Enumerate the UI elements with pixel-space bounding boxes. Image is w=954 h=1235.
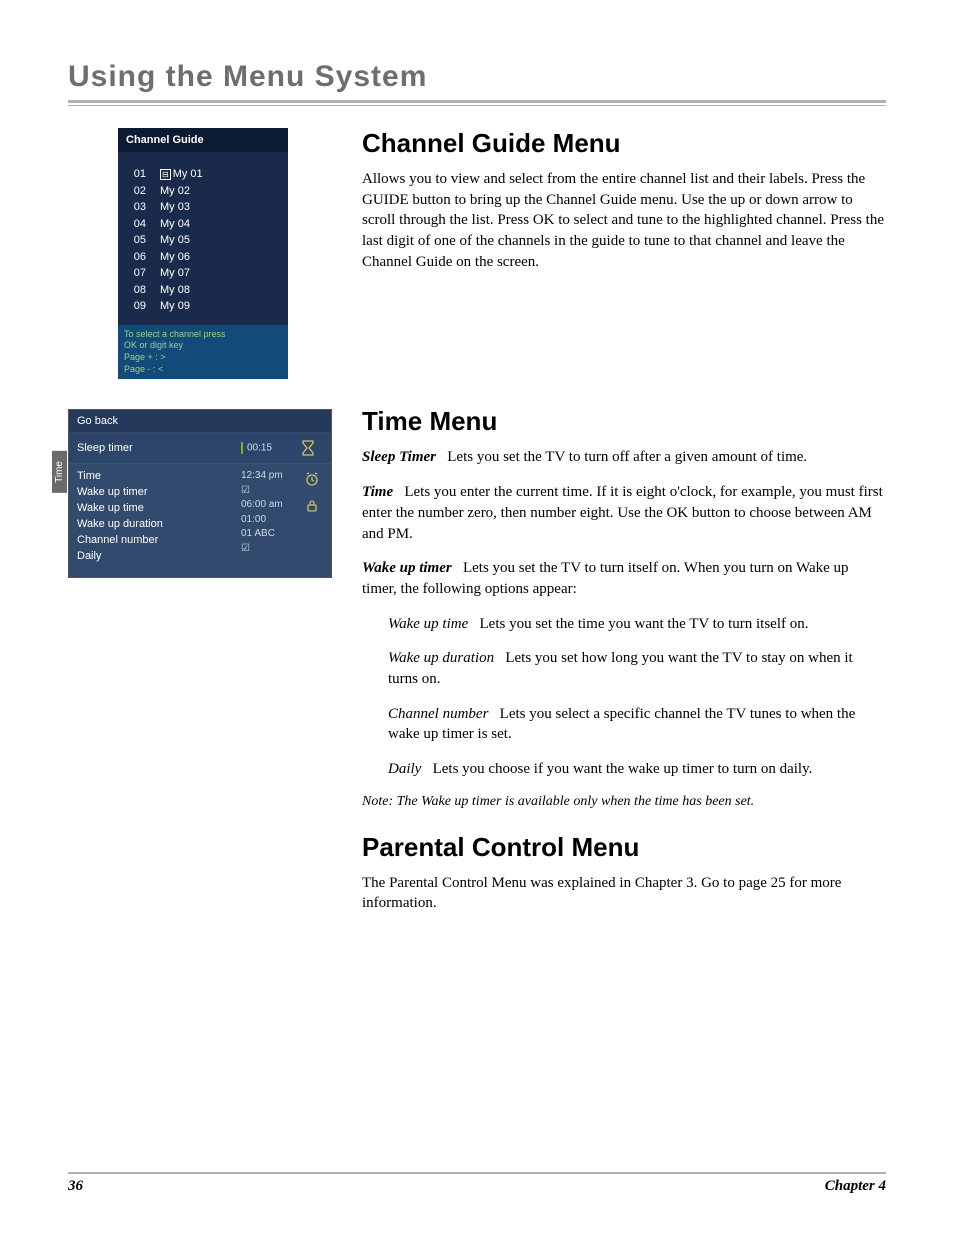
channel-row: 08 My 08 <box>128 282 278 299</box>
wake-up-timer-para: Wake up timer Lets you set the TV to tur… <box>362 558 886 599</box>
cg-footer-line: Page + : > <box>124 352 282 364</box>
time-menu-heading: Time Menu <box>362 406 886 437</box>
time-item-value: 01 ABC <box>241 527 301 542</box>
channel-number-para: Channel number Lets you select a specifi… <box>388 704 886 745</box>
time-term: Time <box>362 484 393 500</box>
channel-guide-title: Channel Guide <box>118 128 288 152</box>
time-note: Note: The Wake up timer is available onl… <box>362 794 886 810</box>
channel-label-text: My 01 <box>173 168 203 180</box>
sleep-timer-row: Sleep timer 00:15 <box>69 433 331 464</box>
time-item-value: 12:34 pm <box>241 469 301 484</box>
channel-num: 05 <box>128 232 146 249</box>
channel-label: My 08 <box>160 282 190 299</box>
parental-control-heading: Parental Control Menu <box>362 832 886 863</box>
time-para: Time Lets you enter the current time. If… <box>362 482 886 544</box>
daily-desc: Lets you choose if you want the wake up … <box>433 761 813 777</box>
time-desc: Lets you enter the current time. If it i… <box>362 484 883 541</box>
wake-up-time-term: Wake up time <box>388 616 468 632</box>
lock-icon <box>305 499 319 513</box>
channel-num: 03 <box>128 199 146 216</box>
channel-row: 02 My 02 <box>128 183 278 200</box>
time-item-label: Daily <box>77 549 241 565</box>
footer-divider <box>68 1172 886 1174</box>
channel-label: My 05 <box>160 232 190 249</box>
channel-num: 01 <box>128 166 146 183</box>
time-item-value: 06:00 am <box>241 498 301 513</box>
chapter-label: Chapter 4 <box>825 1178 886 1195</box>
channel-label: My 02 <box>160 183 190 200</box>
sleep-timer-para: Sleep Timer Lets you set the TV to turn … <box>362 447 886 468</box>
channel-guide-heading: Channel Guide Menu <box>362 128 886 159</box>
channel-number-term: Channel number <box>388 706 488 722</box>
time-menu-screenshot: Time Go back Sleep timer 00:15 Time Wake… <box>68 409 326 578</box>
time-item-value: ☑ <box>241 542 301 557</box>
channel-row: 01 ⊟My 01 <box>128 166 278 183</box>
cg-footer-line: OK or digit key <box>124 340 282 352</box>
sleep-timer-desc: Lets you set the TV to turn off after a … <box>447 449 807 465</box>
channel-num: 06 <box>128 249 146 266</box>
channel-row: 07 My 07 <box>128 265 278 282</box>
wake-up-time-desc: Lets you set the time you want the TV to… <box>480 616 809 632</box>
channel-guide-footer: To select a channel press OK or digit ke… <box>118 325 288 380</box>
sleep-timer-value-text: 00:15 <box>247 443 272 454</box>
daily-para: Daily Lets you choose if you want the wa… <box>388 759 886 780</box>
wake-up-duration-para: Wake up duration Lets you set how long y… <box>388 648 886 689</box>
channel-label: My 06 <box>160 249 190 266</box>
channel-guide-list: 01 ⊟My 01 02 My 02 03 My 03 04 My 04 05 My 05… <box>118 152 288 325</box>
channel-label: My 04 <box>160 216 190 233</box>
channel-num: 02 <box>128 183 146 200</box>
channel-row: 05 My 05 <box>128 232 278 249</box>
cg-footer-line: Page - : < <box>124 364 282 376</box>
channel-row: 04 My 04 <box>128 216 278 233</box>
divider <box>68 100 886 103</box>
divider <box>68 105 886 106</box>
time-item-label: Wake up duration <box>77 517 241 533</box>
go-back-label: Go back <box>77 415 323 427</box>
channel-label: My 09 <box>160 298 190 315</box>
sleep-timer-term: Sleep Timer <box>362 449 436 465</box>
channel-num: 04 <box>128 216 146 233</box>
daily-term: Daily <box>388 761 421 777</box>
channel-guide-body: Allows you to view and select from the e… <box>362 169 886 272</box>
sleep-timer-value: 00:15 <box>241 442 301 454</box>
time-item-value: ☑ <box>241 484 301 499</box>
time-item-label: Channel number <box>77 533 241 549</box>
channel-label: My 07 <box>160 265 190 282</box>
channel-row: 06 My 06 <box>128 249 278 266</box>
time-item-label: Wake up timer <box>77 485 241 501</box>
time-tab: Time <box>52 451 67 493</box>
channel-num: 07 <box>128 265 146 282</box>
time-item-label: Wake up time <box>77 501 241 517</box>
go-back-row: Go back <box>69 410 331 433</box>
tv-icon: ⊟ <box>160 169 171 180</box>
page-number: 36 <box>68 1178 83 1195</box>
alarm-icon <box>304 471 320 487</box>
time-settings-block: Time Wake up timer Wake up time Wake up … <box>69 464 331 577</box>
page-title: Using the Menu System <box>68 60 886 94</box>
parental-control-body: The Parental Control Menu was explained … <box>362 873 886 914</box>
channel-num: 08 <box>128 282 146 299</box>
channel-num: 09 <box>128 298 146 315</box>
page-footer: 36 Chapter 4 <box>68 1172 886 1195</box>
channel-row: 03 My 03 <box>128 199 278 216</box>
wake-up-timer-term: Wake up timer <box>362 560 452 576</box>
channel-label: My 03 <box>160 199 190 216</box>
wake-up-time-para: Wake up time Lets you set the time you w… <box>388 614 886 635</box>
time-item-value: 01:00 <box>241 513 301 528</box>
channel-row: 09 My 09 <box>128 298 278 315</box>
cg-footer-line: To select a channel press <box>124 329 282 341</box>
channel-label: ⊟My 01 <box>160 166 203 183</box>
hourglass-icon <box>301 440 323 456</box>
sleep-timer-label: Sleep timer <box>77 442 241 454</box>
channel-guide-screenshot: Channel Guide 01 ⊟My 01 02 My 02 03 My 03 0… <box>118 128 288 379</box>
wake-up-duration-term: Wake up duration <box>388 650 494 666</box>
time-item-label: Time <box>77 469 241 485</box>
